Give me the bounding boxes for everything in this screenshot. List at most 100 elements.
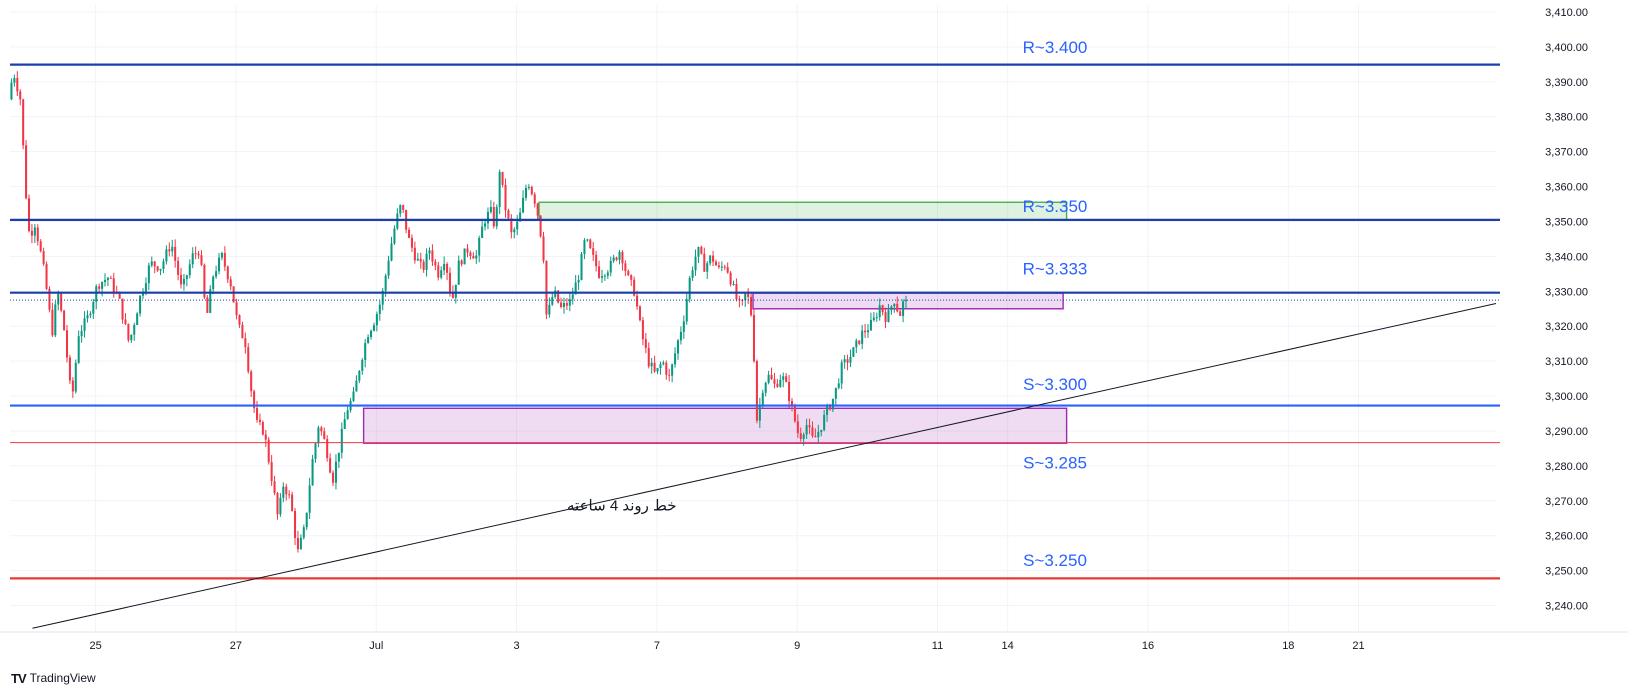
candle-body <box>881 305 884 313</box>
y-tick-label: 3,260.00 <box>1545 531 1588 543</box>
candle-body <box>223 253 226 267</box>
candle-body <box>758 404 761 421</box>
candle-body <box>624 263 627 272</box>
candle-body <box>723 266 726 268</box>
candle-body <box>717 265 720 268</box>
candle-body <box>814 435 817 438</box>
level-label: S~3.250 <box>1023 551 1087 570</box>
candle-body <box>372 325 375 331</box>
x-tick-label: 11 <box>932 640 943 652</box>
candle-body <box>352 391 355 401</box>
candle-body <box>542 236 545 261</box>
candle-body <box>440 270 443 278</box>
candle-body <box>448 272 451 292</box>
candle-body <box>147 265 150 284</box>
candle-body <box>752 315 756 362</box>
candle-body <box>524 187 527 198</box>
candle-body <box>840 362 843 384</box>
candle-body <box>697 246 700 257</box>
candle-body <box>153 261 156 267</box>
candle-body <box>276 493 279 515</box>
y-tick-label: 3,310.00 <box>1545 356 1588 368</box>
candle-body <box>10 82 13 100</box>
candle-body <box>27 198 31 231</box>
candle-body <box>747 293 750 297</box>
candle-body <box>674 353 677 365</box>
candle-body <box>165 249 168 262</box>
x-tick-label: 3 <box>513 640 519 652</box>
candle-body <box>285 486 288 495</box>
candle-body <box>580 254 583 280</box>
candle-body <box>215 271 218 277</box>
candle-body <box>451 291 454 298</box>
zone-box <box>752 292 1064 310</box>
candles <box>10 71 908 553</box>
candle-body <box>688 277 691 300</box>
candle-body <box>13 77 16 83</box>
y-tick-label: 3,300.00 <box>1545 391 1588 403</box>
candle-body <box>241 324 244 339</box>
candle-body <box>253 391 256 409</box>
candle-body <box>551 296 554 305</box>
candle-body <box>627 271 630 276</box>
candle-body <box>320 427 323 432</box>
candle-body <box>390 243 393 261</box>
candle-body <box>586 239 589 241</box>
candle-body <box>899 311 902 316</box>
candle-body <box>665 362 668 375</box>
y-tick-label: 3,270.00 <box>1545 496 1588 508</box>
candle-body <box>396 213 399 229</box>
x-tick-label: 18 <box>1282 640 1294 652</box>
candle-body <box>872 317 875 321</box>
candle-body <box>796 421 799 434</box>
candle-body <box>720 266 723 268</box>
candle-body <box>294 510 297 538</box>
trendline-label: خط روند 4 ساعته <box>567 497 677 514</box>
candle-body <box>162 261 165 269</box>
candle-body <box>790 401 794 406</box>
level-label: R~3.333 <box>1023 260 1088 279</box>
candle-body <box>42 251 45 265</box>
candle-body <box>71 380 74 392</box>
candle-body <box>834 387 837 399</box>
candle-body <box>843 359 846 363</box>
candle-body <box>179 274 183 285</box>
candle-body <box>709 255 712 264</box>
candle-body <box>206 297 209 313</box>
candle-body <box>317 427 320 444</box>
candle-body <box>612 257 615 261</box>
candle-body <box>875 317 878 319</box>
candle-body <box>519 212 522 222</box>
candle-body <box>375 313 378 326</box>
candle-body <box>811 427 814 436</box>
candle-body <box>527 186 530 188</box>
candle-body <box>837 383 840 388</box>
candle-body <box>533 194 536 204</box>
y-tick-label: 3,250.00 <box>1545 566 1588 578</box>
candle-body <box>226 266 229 280</box>
candle-body <box>656 368 659 372</box>
candle-body <box>118 292 121 299</box>
candle-body <box>299 537 302 550</box>
candle-body <box>568 298 571 306</box>
candle-body <box>574 282 577 295</box>
zones <box>362 201 1068 444</box>
candle-body <box>565 303 568 306</box>
candle-body <box>530 186 533 195</box>
candle-body <box>410 237 413 248</box>
candle-body <box>454 284 457 298</box>
candle-body <box>346 410 349 420</box>
candle-body <box>583 240 586 255</box>
candle-body <box>481 226 484 238</box>
candle-body <box>136 313 139 326</box>
candle-body <box>98 286 101 289</box>
candle-body <box>103 279 107 283</box>
candle-body <box>19 91 22 100</box>
candle-body <box>437 265 440 278</box>
candle-body <box>51 309 54 336</box>
level-label: R~3.400 <box>1023 38 1088 57</box>
candle-body <box>887 310 890 322</box>
candle-body <box>139 295 142 314</box>
